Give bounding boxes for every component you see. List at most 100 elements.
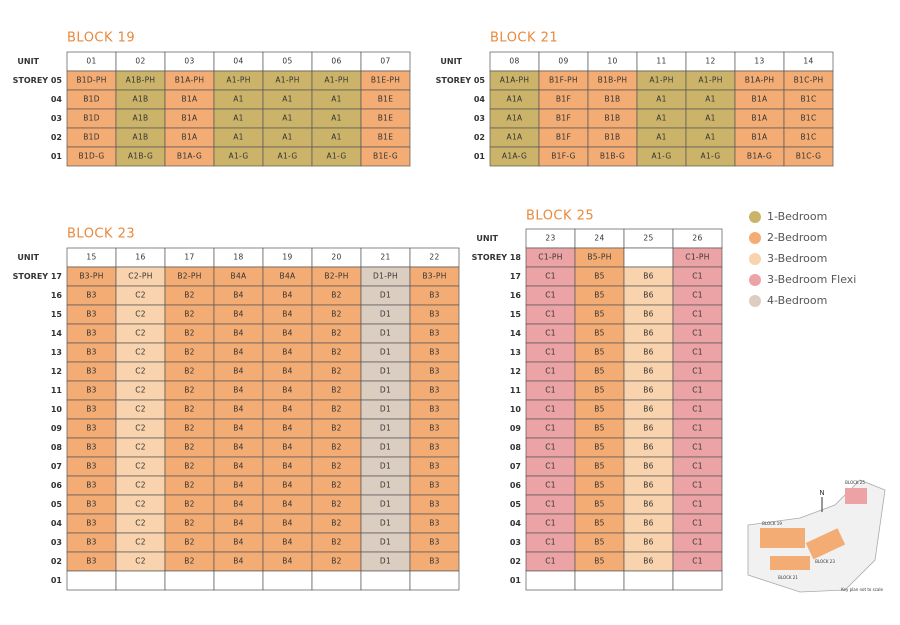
unit-type: B1A-G (177, 152, 202, 161)
unit-type: B1D (83, 114, 100, 123)
unit-cell (164, 570, 215, 591)
unit-type: C1 (692, 348, 703, 357)
unit-type: B6 (643, 310, 654, 319)
unit-type: D1 (380, 291, 391, 300)
storey-label: 03 (510, 538, 521, 547)
unit-type: C1 (545, 272, 556, 281)
unit-type: B1C (800, 95, 816, 104)
unit-type: A1A-G (502, 152, 527, 161)
unit-type: C1 (692, 443, 703, 452)
unit-type: B2 (184, 329, 195, 338)
unit-cell (360, 146, 411, 167)
unit-number: 25 (643, 234, 653, 243)
unit-type: B1A-G (747, 152, 772, 161)
unit-type: B1A (182, 133, 199, 142)
unit-type: B1A-PH (745, 76, 775, 85)
storey-label: 04 (51, 519, 63, 528)
storey-label: 04 (51, 95, 63, 104)
unit-type: A1 (233, 114, 244, 123)
unit-cell (623, 570, 674, 591)
unit-type: B1F (556, 133, 571, 142)
unit-number: 23 (545, 234, 555, 243)
unit-type: B3 (429, 291, 440, 300)
unit-cell (262, 570, 313, 591)
unit-type: B2 (331, 329, 342, 338)
unit-type: B4 (233, 443, 244, 452)
unit-type: B6 (643, 291, 654, 300)
unit-type: B2 (331, 291, 342, 300)
unit-type: B3 (429, 443, 440, 452)
unit-type: C1 (692, 272, 703, 281)
unit-type: C1 (545, 481, 556, 490)
unit-type: B1C-G (796, 152, 821, 161)
unit-type: B4 (233, 348, 244, 357)
storey-label: 04 (474, 95, 486, 104)
unit-type: B1C (800, 133, 816, 142)
plan-block (805, 528, 846, 560)
unit-type: B1D-G (79, 152, 105, 161)
unit-type: C1 (692, 310, 703, 319)
legend-swatch (749, 295, 761, 307)
legend-label: 3-Bedroom (767, 252, 827, 265)
unit-type: C1-PH (685, 253, 709, 262)
unit-type: B3 (86, 386, 97, 395)
unit-type: C2 (135, 462, 146, 471)
unit-type: B1D-PH (76, 76, 106, 85)
unit-type: D1 (380, 367, 391, 376)
unit-type: A1-PH (226, 76, 250, 85)
unit-header: UNIT (476, 234, 498, 243)
unit-type: C2 (135, 500, 146, 509)
unit-number: 13 (754, 57, 764, 66)
unit-type: B4 (282, 481, 293, 490)
unit-type: B2 (184, 386, 195, 395)
unit-type: B1B (605, 133, 621, 142)
unit-type: C1 (545, 291, 556, 300)
unit-type: B3 (86, 481, 97, 490)
unit-type: B1D (83, 95, 100, 104)
unit-type: A1A (507, 95, 524, 104)
unit-type: B2 (184, 424, 195, 433)
unit-type: B1E-PH (371, 76, 400, 85)
unit-type: B4 (233, 291, 244, 300)
storey-label: 10 (51, 405, 63, 414)
unit-number: 04 (233, 57, 243, 66)
unit-type: B1C (800, 114, 816, 123)
unit-type: B1C-PH (794, 76, 824, 85)
storey-label: 01 (51, 576, 63, 585)
block-title: BLOCK 25 (526, 209, 594, 224)
unit-type: B5 (594, 272, 605, 281)
unit-header: UNIT (17, 57, 39, 66)
unit-cell (115, 570, 166, 591)
storey-label: STOREY 05 (436, 76, 486, 85)
unit-type: A1 (656, 95, 667, 104)
unit-type: B2 (184, 405, 195, 414)
legend-label: 2-Bedroom (767, 231, 827, 244)
plan-block (760, 528, 805, 548)
unit-type: B2 (331, 443, 342, 452)
unit-type: B4 (233, 310, 244, 319)
plan-label: BLOCK 21 (778, 575, 798, 580)
unit-type: B3 (86, 519, 97, 528)
storey-label: 02 (474, 133, 485, 142)
unit-type: B1A (182, 114, 199, 123)
unit-type: B3 (429, 481, 440, 490)
storey-label: 06 (51, 481, 63, 490)
unit-type: C2 (135, 519, 146, 528)
storey-label: 11 (51, 386, 63, 395)
storey-label: 17 (510, 272, 521, 281)
storey-label: 08 (51, 443, 63, 452)
storey-label: 13 (51, 348, 62, 357)
unit-cell (66, 570, 117, 591)
unit-type: B4 (233, 500, 244, 509)
unit-cell (409, 570, 460, 591)
unit-type: C1 (545, 500, 556, 509)
unit-type: A1-PH (698, 76, 722, 85)
unit-type: B5 (594, 481, 605, 490)
unit-type: B6 (643, 500, 654, 509)
unit-number: 09 (558, 57, 568, 66)
unit-header: UNIT (17, 253, 39, 262)
unit-type: B6 (643, 405, 654, 414)
unit-type: D1 (380, 519, 391, 528)
unit-type: B3 (429, 462, 440, 471)
unit-type: D1 (380, 557, 391, 566)
